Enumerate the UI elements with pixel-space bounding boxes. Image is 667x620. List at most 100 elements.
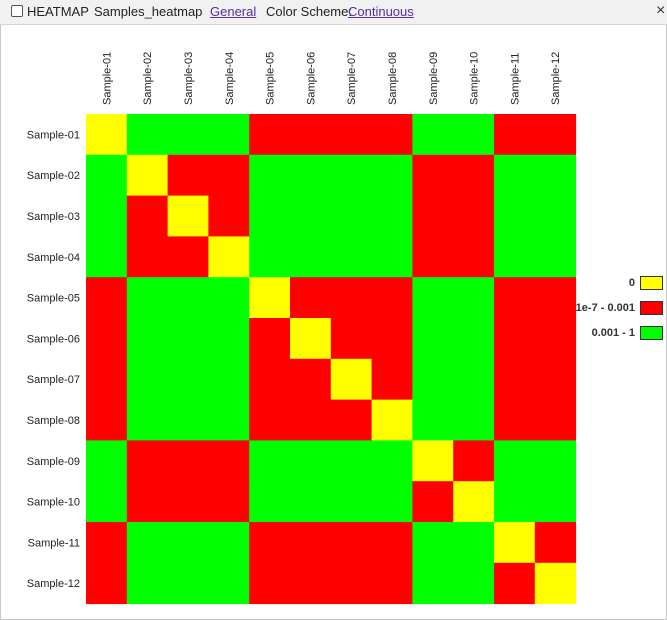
heatmap-cell[interactable]: [86, 154, 128, 197]
heatmap-cell[interactable]: [371, 481, 413, 523]
heatmap-cell[interactable]: [126, 236, 169, 278]
heatmap-cell[interactable]: [167, 195, 209, 237]
heatmap-cell[interactable]: [494, 277, 536, 319]
heatmap-cell[interactable]: [534, 440, 577, 482]
heatmap-cell[interactable]: [453, 440, 495, 482]
heatmap-cell[interactable]: [167, 481, 209, 523]
heatmap-cell[interactable]: [534, 399, 577, 441]
heatmap-cell[interactable]: [167, 318, 209, 360]
heatmap-cell[interactable]: [86, 522, 128, 564]
heatmap-cell[interactable]: [330, 440, 373, 482]
heatmap-cell[interactable]: [494, 358, 536, 401]
heatmap-cell[interactable]: [330, 562, 373, 605]
heatmap-cell[interactable]: [330, 358, 373, 401]
heatmap-cell[interactable]: [86, 481, 128, 523]
heatmap-cell[interactable]: [330, 236, 373, 278]
heatmap-cell[interactable]: [412, 440, 454, 482]
heatmap-cell[interactable]: [208, 277, 250, 319]
heatmap-cell[interactable]: [371, 522, 413, 564]
heatmap-cell[interactable]: [167, 399, 209, 441]
heatmap-cell[interactable]: [412, 154, 454, 197]
heatmap-cell[interactable]: [534, 277, 577, 319]
heatmap-cell[interactable]: [290, 114, 332, 156]
heatmap-cell[interactable]: [290, 358, 332, 401]
heatmap-cell[interactable]: [534, 154, 577, 197]
heatmap-cell[interactable]: [86, 562, 128, 605]
heatmap-cell[interactable]: [453, 562, 495, 605]
heatmap-cell[interactable]: [453, 154, 495, 197]
heatmap-cell[interactable]: [453, 318, 495, 360]
heatmap-cell[interactable]: [86, 399, 128, 441]
heatmap-cell[interactable]: [412, 114, 454, 156]
heatmap-cell[interactable]: [208, 399, 250, 441]
heatmap-cell[interactable]: [494, 195, 536, 237]
heatmap-checkbox[interactable]: [11, 5, 23, 17]
heatmap-cell[interactable]: [534, 522, 577, 564]
heatmap-cell[interactable]: [534, 562, 577, 605]
heatmap-cell[interactable]: [167, 358, 209, 401]
heatmap-cell[interactable]: [290, 277, 332, 319]
heatmap-cell[interactable]: [330, 114, 373, 156]
heatmap-cell[interactable]: [371, 114, 413, 156]
heatmap-cell[interactable]: [371, 236, 413, 278]
heatmap-cell[interactable]: [208, 481, 250, 523]
heatmap-cell[interactable]: [249, 522, 291, 564]
heatmap-cell[interactable]: [249, 318, 291, 360]
heatmap-cell[interactable]: [126, 481, 169, 523]
heatmap-cell[interactable]: [371, 399, 413, 441]
heatmap-cell[interactable]: [86, 195, 128, 237]
heatmap-cell[interactable]: [126, 318, 169, 360]
heatmap-cell[interactable]: [412, 318, 454, 360]
heatmap-cell[interactable]: [494, 318, 536, 360]
heatmap-cell[interactable]: [290, 236, 332, 278]
heatmap-cell[interactable]: [494, 114, 536, 156]
heatmap-cell[interactable]: [494, 154, 536, 197]
heatmap-cell[interactable]: [208, 440, 250, 482]
heatmap-cell[interactable]: [330, 195, 373, 237]
heatmap-cell[interactable]: [290, 522, 332, 564]
heatmap-cell[interactable]: [412, 481, 454, 523]
heatmap-cell[interactable]: [412, 358, 454, 401]
heatmap-cell[interactable]: [534, 114, 577, 156]
heatmap-cell[interactable]: [534, 358, 577, 401]
heatmap-cell[interactable]: [126, 399, 169, 441]
heatmap-cell[interactable]: [494, 440, 536, 482]
heatmap-cell[interactable]: [249, 236, 291, 278]
heatmap-cell[interactable]: [126, 277, 169, 319]
heatmap-cell[interactable]: [126, 114, 169, 156]
heatmap-cell[interactable]: [126, 440, 169, 482]
heatmap-cell[interactable]: [494, 481, 536, 523]
heatmap-cell[interactable]: [126, 522, 169, 564]
heatmap-cell[interactable]: [249, 562, 291, 605]
heatmap-cell[interactable]: [290, 318, 332, 360]
heatmap-cell[interactable]: [412, 562, 454, 605]
heatmap-cell[interactable]: [371, 358, 413, 401]
heatmap-cell[interactable]: [249, 358, 291, 401]
heatmap-cell[interactable]: [290, 481, 332, 523]
heatmap-cell[interactable]: [330, 154, 373, 197]
heatmap-cell[interactable]: [208, 562, 250, 605]
heatmap-cell[interactable]: [330, 399, 373, 441]
heatmap-cell[interactable]: [86, 236, 128, 278]
heatmap-cell[interactable]: [208, 522, 250, 564]
heatmap-cell[interactable]: [86, 318, 128, 360]
heatmap-cell[interactable]: [167, 236, 209, 278]
heatmap-cell[interactable]: [371, 562, 413, 605]
heatmap-cell[interactable]: [167, 154, 209, 197]
heatmap-cell[interactable]: [208, 318, 250, 360]
heatmap-cell[interactable]: [126, 195, 169, 237]
heatmap-cell[interactable]: [412, 399, 454, 441]
heatmap-cell[interactable]: [208, 195, 250, 237]
heatmap-cell[interactable]: [494, 399, 536, 441]
heatmap-cell[interactable]: [249, 481, 291, 523]
heatmap-cell[interactable]: [534, 318, 577, 360]
heatmap-cell[interactable]: [167, 440, 209, 482]
heatmap-cell[interactable]: [208, 154, 250, 197]
heatmap-cell[interactable]: [86, 440, 128, 482]
heatmap-cell[interactable]: [86, 358, 128, 401]
heatmap-cell[interactable]: [126, 154, 169, 197]
heatmap-cell[interactable]: [412, 195, 454, 237]
heatmap-cell[interactable]: [453, 481, 495, 523]
heatmap-cell[interactable]: [249, 440, 291, 482]
heatmap-cell[interactable]: [249, 114, 291, 156]
